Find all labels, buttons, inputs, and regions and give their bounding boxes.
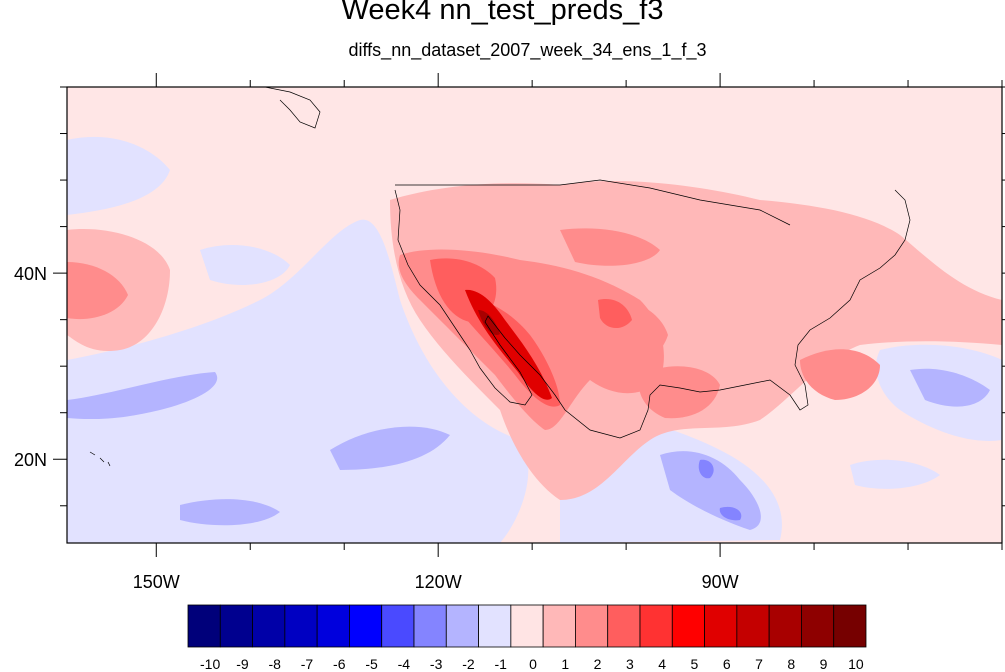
colorbar-swatch [671, 604, 705, 648]
colorbar-label: 2 [594, 656, 602, 672]
colorbar-swatch [542, 604, 576, 648]
colorbar-swatch [607, 604, 641, 648]
x-tick-label: 120W [415, 572, 462, 592]
colorbar-label: 10 [848, 656, 864, 672]
region-atlantic-southeast-negative [850, 459, 940, 489]
region-northpacific-negative [200, 245, 290, 285]
region-pacific-northwest-negative [67, 136, 170, 215]
colorbar-swatch [575, 604, 609, 648]
x-tick-label: 150W [133, 572, 180, 592]
colorbar-label: -4 [398, 656, 411, 672]
region-gulf-positive [638, 366, 720, 419]
colorbar-label: 3 [626, 656, 634, 672]
colorbar-swatch [736, 604, 770, 648]
colorbar-swatch [639, 604, 673, 648]
colorbar-swatch [413, 604, 447, 648]
map-title: Week4 nn_test_preds_f3 [341, 0, 664, 26]
region-atlantic-east-core-negative [910, 368, 990, 407]
colorbar-label: -3 [430, 656, 443, 672]
colorbar: -10 -9 -8 -7 -6 -5 -4 -3 -2 -1 0 1 2 3 4 5 6 7 8 9 10 [187, 604, 867, 672]
anomaly-field [67, 87, 1002, 543]
colorbar-label: 7 [755, 656, 763, 672]
hawaii-islands [89, 451, 111, 467]
region-caribbean-core-negative [698, 459, 742, 521]
colorbar-label: -2 [462, 656, 475, 672]
region-plains-positive [598, 299, 632, 329]
region-pacific-subtropical-negative [67, 219, 529, 543]
region-pacific-southeast-negative [330, 426, 450, 470]
alaska-coastline [264, 87, 321, 129]
us-canada-border [395, 179, 791, 226]
colorbar-swatch [381, 604, 415, 648]
colorbar-swatch [510, 604, 544, 648]
region-pacific-south-negative [180, 499, 280, 526]
colorbar-swatch [801, 604, 835, 648]
colorbar-swatch [833, 604, 867, 648]
colorbar-swatch [704, 604, 738, 648]
colorbar-swatch [284, 604, 318, 648]
plot-frame [66, 86, 1003, 544]
y-tick-label: 40N [14, 264, 47, 284]
colorbar-label: -6 [333, 656, 346, 672]
y-tick-label: 20N [14, 450, 47, 470]
colorbar-label: 8 [787, 656, 795, 672]
colorbar-label: 0 [529, 656, 537, 672]
colorbar-label: 1 [561, 656, 569, 672]
colorbar-label: 5 [691, 656, 699, 672]
colorbar-label: -7 [301, 656, 314, 672]
colorbar-swatch [219, 604, 253, 648]
colorbar-swatch [478, 604, 512, 648]
colorbar-label: 9 [820, 656, 828, 672]
north-america-coastline [394, 189, 911, 439]
colorbar-label: -9 [236, 656, 249, 672]
colorbar-swatch [252, 604, 286, 648]
region-midwest-positive [560, 228, 660, 266]
colorbar-label: 4 [658, 656, 666, 672]
region-pacific-west-core-positive [67, 262, 128, 320]
colorbar-swatch [349, 604, 383, 648]
colorbar-swatch [316, 604, 350, 648]
colorbar-swatch [445, 604, 479, 648]
colorbar-label: -1 [494, 656, 507, 672]
region-southwest-peak-positive [478, 310, 500, 335]
colorbar-swatch [768, 604, 802, 648]
colorbar-swatch [187, 604, 221, 648]
x-tick-label: 90W [702, 572, 739, 592]
region-hawaii-negative-band [67, 372, 218, 420]
coastlines [89, 87, 911, 467]
colorbar-label: -10 [200, 656, 220, 672]
map-subtitle: diffs_nn_dataset_2007_week_34_ens_1_f_3 [348, 40, 707, 60]
colorbar-label: -5 [365, 656, 378, 672]
colorbar-label: -8 [268, 656, 281, 672]
region-atlantic-positive [800, 349, 880, 400]
axis-ticks: 150W 120W 90W 40N 20N [14, 73, 1005, 592]
colorbar-label: 6 [723, 656, 731, 672]
